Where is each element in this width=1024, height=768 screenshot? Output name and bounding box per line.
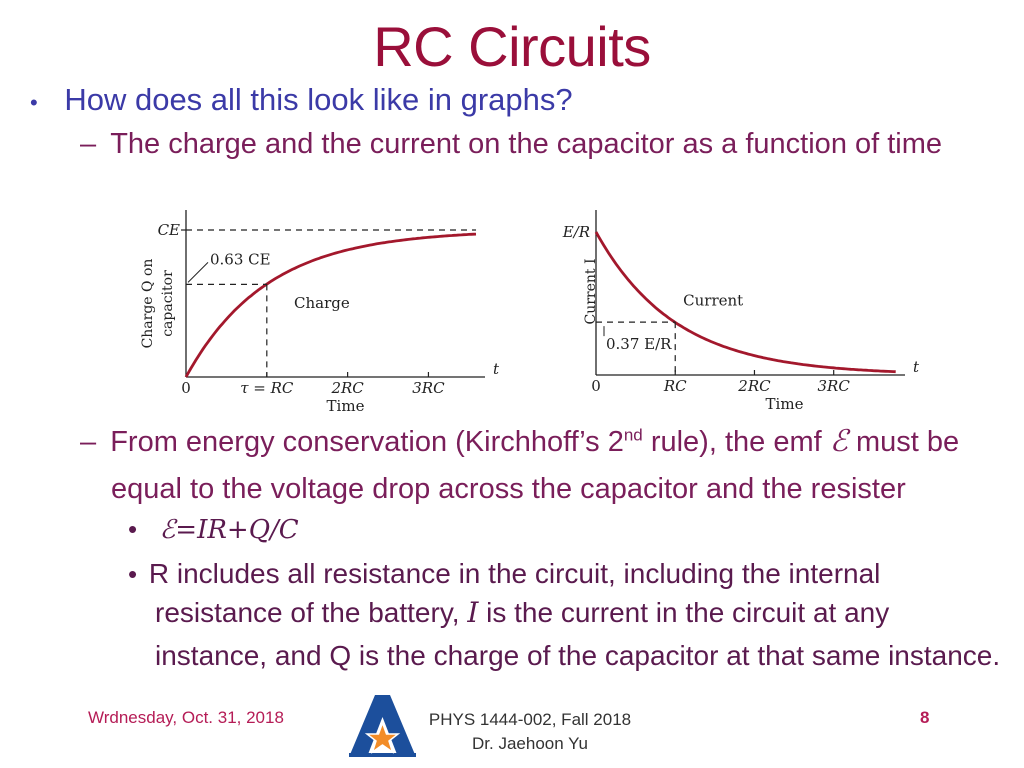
footer-date: Wrdnesday, Oct. 31, 2018	[88, 708, 284, 727]
emf-symbol: ℰ	[829, 424, 848, 459]
x-tick-label: τ = RC	[240, 379, 294, 397]
y-tick-label: E/R	[562, 223, 590, 241]
sub-bullet-2-text-c: must be	[847, 426, 960, 458]
series-label: Charge	[294, 294, 350, 312]
series-label: Current	[683, 292, 743, 310]
y-axis-label-line2: capacitor	[160, 270, 176, 337]
x-axis-symbol: t	[913, 358, 920, 376]
sub-bullet-1-text: The charge and the current on the capaci…	[110, 128, 943, 160]
sub-bullet-1: – The charge and the current on the capa…	[80, 128, 942, 161]
bullet-dot: •	[30, 90, 38, 115]
bullet-3: • R includes all resistance in the circu…	[128, 558, 880, 590]
bullet-dot: •	[128, 514, 138, 544]
y-axis-label-line1: Charge Q on	[140, 259, 156, 349]
footer-course-name: PHYS 1444-002, Fall 2018	[428, 710, 632, 729]
x-tick-label: RC	[663, 377, 687, 395]
x-tick-label: 2RC	[330, 379, 364, 397]
equation-bullet: • ℰ=IR+Q/C	[128, 514, 299, 545]
bullet-3-line2-b: is the current in the circuit at any	[478, 597, 890, 628]
dash: –	[80, 128, 97, 160]
x-axis-label: Time	[766, 395, 804, 413]
x-tick-label: 3RC	[412, 379, 445, 397]
x-axis-symbol: t	[493, 360, 500, 378]
bullet-3-line3: instance, and Q is the charge of the cap…	[155, 640, 1001, 671]
y-axis-label: Current I	[583, 258, 599, 324]
footer-course: PHYS 1444-002, Fall 2018 Dr. Jaehoon Yu	[380, 708, 680, 756]
bullet-3-line1: R includes all resistance in the circuit…	[148, 558, 881, 589]
y-tick-label: CE	[158, 221, 180, 239]
slide-title: RC Circuits	[373, 15, 651, 78]
sub-bullet-2: – From energy conservation (Kirchhoff’s …	[80, 424, 959, 459]
sub-bullet-2-text-a: From energy conservation (Kirchhoff’s 2	[110, 426, 624, 458]
bullet-dot: •	[128, 559, 138, 589]
bullet-1-text: How does all this look like in graphs?	[64, 82, 573, 117]
annotation-label: 0.63 CE	[210, 250, 271, 268]
current-curve	[594, 231, 896, 374]
footer-instructor: Dr. Jaehoon Yu	[472, 734, 588, 753]
uta-star-logo-icon	[349, 695, 416, 757]
annotation-leader	[187, 262, 209, 283]
x-tick-label: 0	[591, 377, 601, 395]
charge-curve	[184, 232, 477, 378]
dash: –	[80, 426, 97, 458]
x-tick-label: 2RC	[737, 377, 771, 395]
current-chart: 0 RC 2RC 3RC t Time E/R 0.37 E/R Current Current …	[562, 210, 920, 413]
sub-bullet-2-line2: equal to the voltage drop across the cap…	[111, 473, 906, 505]
page-number: 8	[920, 708, 930, 727]
x-tick-label: 3RC	[818, 377, 851, 395]
x-tick-label: 0	[181, 379, 191, 397]
charge-chart: 0 τ = RC 2RC 3RC t Time CE 0.63 CE Charge Charge …	[140, 210, 500, 415]
bullet-3-line2-a: resistance of the battery,	[155, 597, 468, 628]
bullet-3-line2: resistance of the battery, I is the curr…	[155, 596, 889, 629]
superscript-nd: nd	[623, 425, 643, 445]
sub-bullet-2-text-b: rule), the emf	[642, 426, 830, 458]
x-axis-label: Time	[327, 397, 365, 415]
bullet-1: • How does all this look like in graphs?	[30, 82, 573, 118]
annotation-label: 0.37 E/R	[606, 335, 672, 353]
equation: ℰ=IR+Q/C	[159, 515, 299, 545]
current-symbol: I	[467, 596, 479, 629]
